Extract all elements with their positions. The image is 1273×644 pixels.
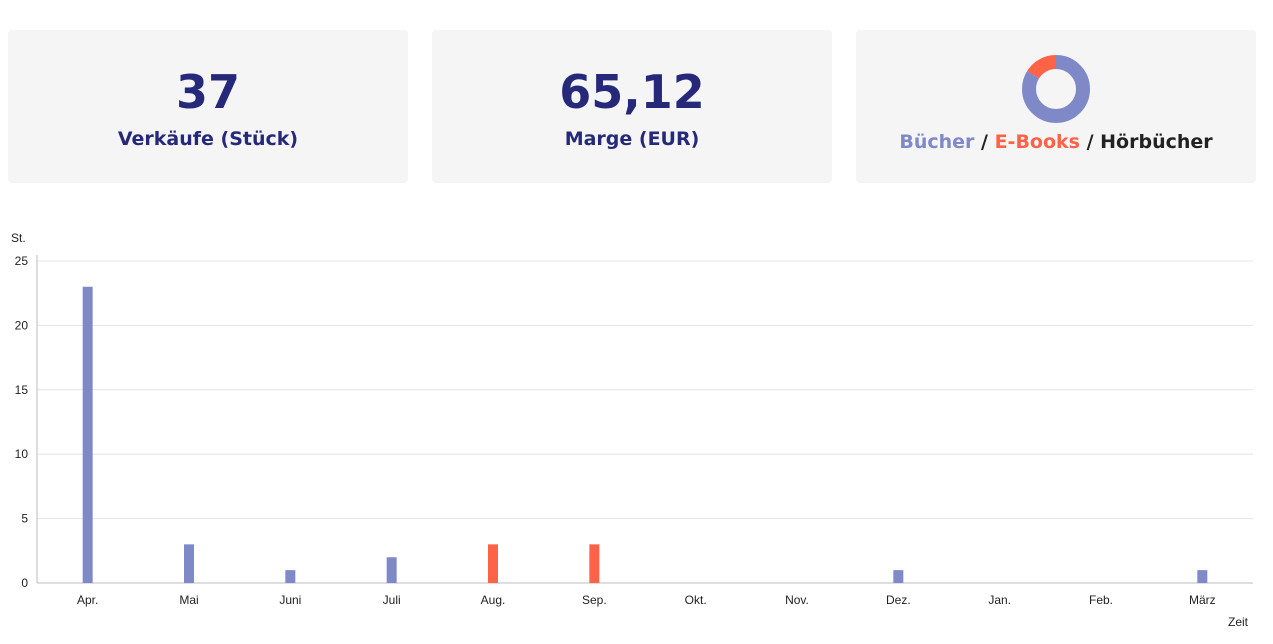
x-tick-label: Feb. [1089, 593, 1113, 607]
x-tick-label: Juni [279, 593, 301, 607]
y-tick-label: 25 [15, 254, 29, 268]
x-tick-label: März [1189, 593, 1216, 607]
bar [589, 544, 600, 583]
y-tick-label: 0 [21, 576, 28, 590]
x-tick-label: Sep. [582, 593, 607, 607]
legend-audiobooks: Hörbücher [1100, 131, 1213, 153]
sales-card: 37 Verkäufe (Stück) [8, 30, 408, 183]
sales-label: Verkäufe (Stück) [117, 128, 299, 150]
x-tick-label: Aug. [481, 593, 506, 607]
margin-card: 65,12 Marge (EUR) [432, 30, 832, 183]
legend-separator: / [1079, 131, 1101, 153]
y-tick-label: 10 [15, 447, 29, 461]
x-tick-label: Dez. [886, 593, 911, 607]
bar [184, 544, 194, 583]
legend-ebooks: E-Books [994, 131, 1080, 153]
x-tick-label: Jan. [988, 593, 1011, 607]
bar [1197, 570, 1208, 583]
bar [488, 544, 498, 583]
bar [386, 557, 397, 583]
x-tick-label: Apr. [77, 593, 98, 607]
x-tick-label: Nov. [785, 593, 809, 607]
media-type-donut [1022, 55, 1090, 123]
margin-label: Marge (EUR) [564, 128, 700, 150]
margin-value: 65,12 [559, 65, 705, 119]
media-type-legend: Bücher / E-Books / Hörbücher [856, 131, 1256, 153]
x-tick-label: Mai [179, 593, 198, 607]
media-type-card: Bücher / E-Books / Hörbücher [856, 30, 1256, 183]
sales-count: 37 [175, 65, 240, 119]
y-tick-label: 15 [15, 383, 29, 397]
bar [893, 570, 904, 583]
y-axis-label: St. [11, 231, 26, 245]
monthly-sales-chart: 0 5 10 15 20 25 St. Zeit Apr. Mai Juni Juli Aug. Sep.… [11, 231, 1253, 629]
y-tick-label: 20 [15, 318, 29, 332]
legend-separator: / [974, 131, 995, 153]
bar [285, 570, 296, 583]
x-tick-label: Juli [383, 593, 401, 607]
y-tick-label: 5 [21, 512, 28, 526]
donut-slice [1022, 55, 1090, 123]
x-tick-label: Okt. [685, 593, 707, 607]
x-axis-label: Zeit [1228, 615, 1249, 629]
legend-books: Bücher [899, 131, 975, 153]
bar [82, 286, 93, 583]
